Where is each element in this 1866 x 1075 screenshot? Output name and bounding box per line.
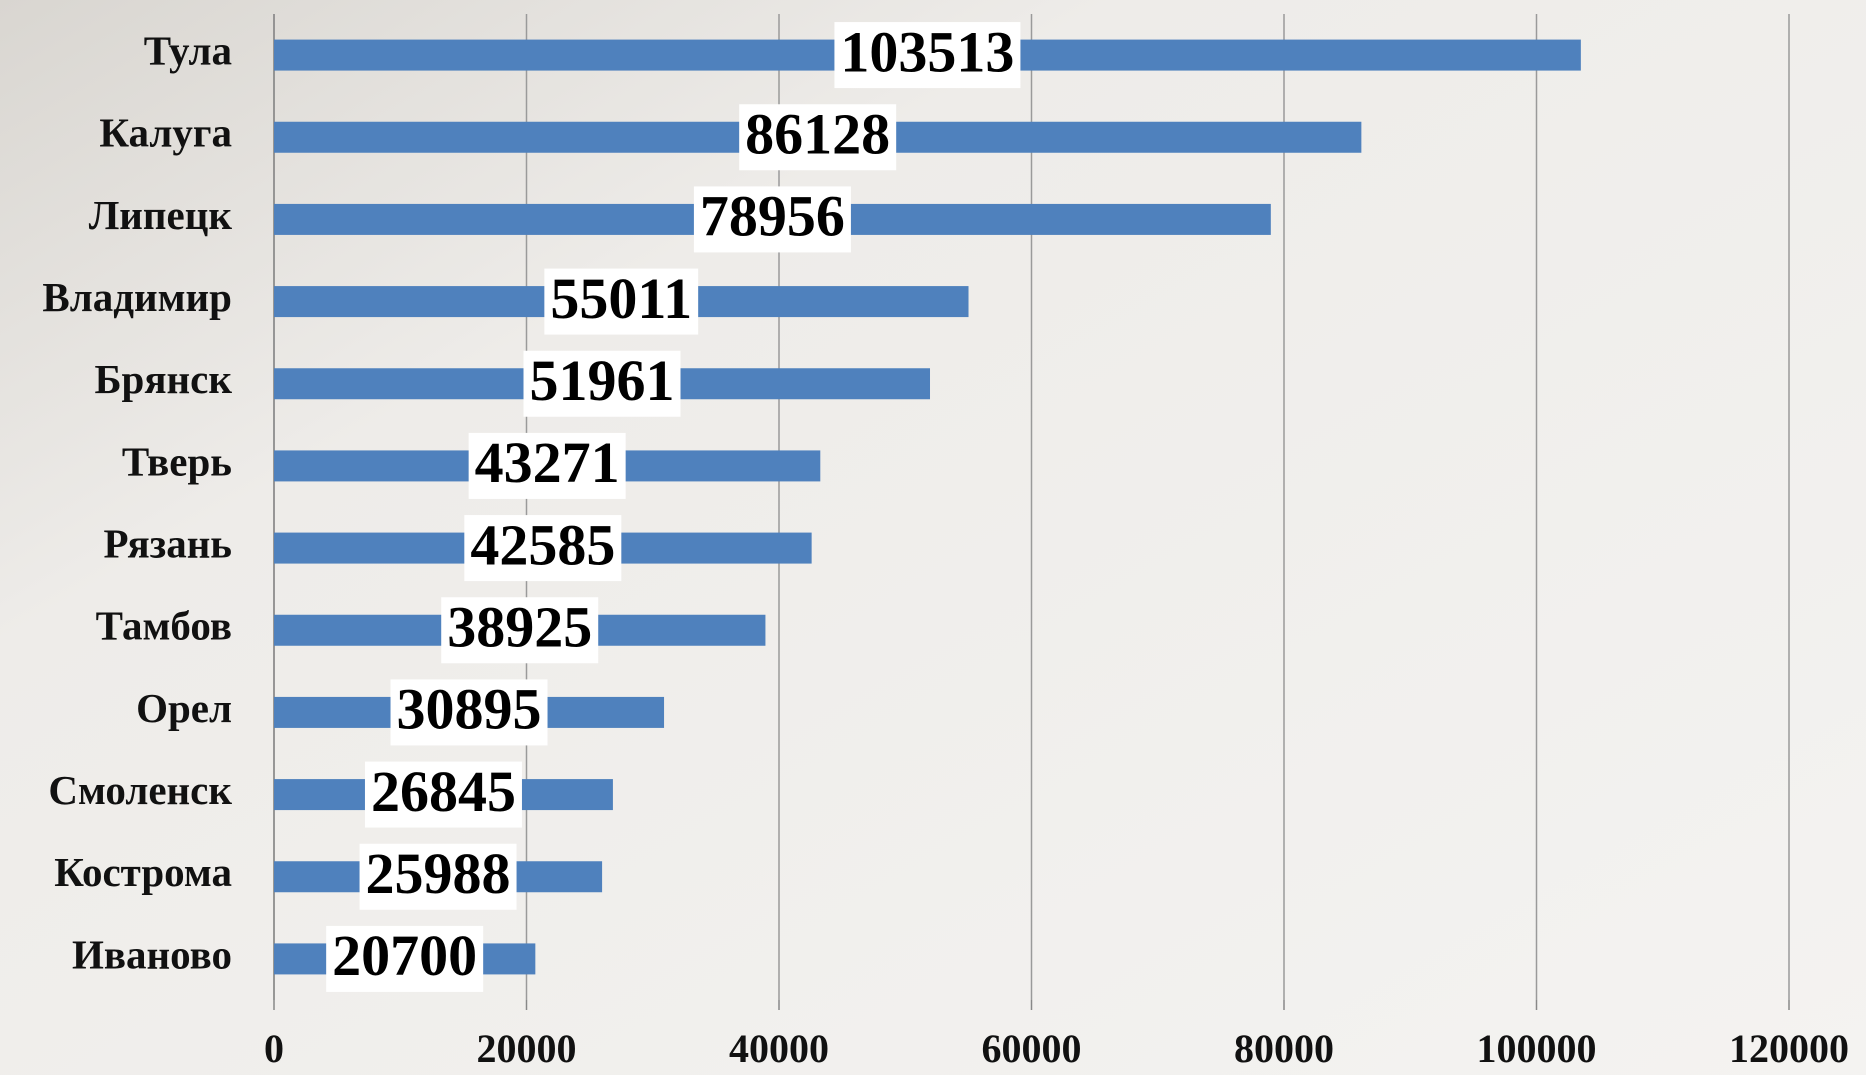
data-label: 78956: [700, 184, 845, 249]
y-tick-label: Орел: [136, 685, 232, 731]
y-tick-label: Смоленск: [48, 767, 232, 813]
data-label-box: [364, 761, 522, 828]
y-tick-label: Брянск: [94, 356, 232, 402]
data-label-box: [834, 22, 1021, 89]
y-tick-label: Тамбов: [96, 603, 232, 649]
data-label: 38925: [447, 595, 592, 660]
data-label-box: [326, 925, 484, 992]
x-tick-label: 120000: [1729, 1026, 1849, 1071]
data-label-box: [739, 104, 897, 171]
data-label: 42585: [470, 512, 615, 577]
data-label-box: [544, 268, 699, 335]
data-label-box: [693, 186, 851, 253]
data-label-box: [390, 679, 548, 746]
data-label: 26845: [371, 759, 516, 824]
data-label: 86128: [745, 102, 890, 167]
y-tick-label: Тула: [144, 27, 232, 73]
y-tick-label: Владимир: [42, 274, 232, 320]
y-tick-label: Тверь: [122, 438, 232, 484]
x-tick-label: 0: [264, 1026, 284, 1071]
y-tick-label: Иваново: [72, 931, 232, 977]
y-tick-label: Липецк: [89, 192, 233, 238]
data-label-box: [359, 843, 517, 910]
y-tick-label: Калуга: [99, 110, 232, 156]
data-label-box: [523, 350, 681, 417]
x-tick-label: 80000: [1234, 1026, 1334, 1071]
y-tick-label: Рязань: [104, 520, 232, 566]
data-label-box: [464, 515, 622, 582]
data-label: 43271: [475, 430, 620, 495]
data-label: 30895: [397, 677, 542, 742]
data-label: 55011: [550, 266, 692, 331]
data-label: 20700: [332, 923, 477, 988]
data-label-box: [468, 432, 626, 499]
x-tick-label: 20000: [477, 1026, 577, 1071]
y-tick-label: Кострома: [54, 849, 232, 895]
data-label: 25988: [366, 841, 511, 906]
data-label: 103513: [840, 19, 1014, 84]
data-label-box: [441, 597, 599, 664]
x-tick-label: 60000: [982, 1026, 1082, 1071]
data-label: 51961: [530, 348, 675, 413]
x-tick-label: 100000: [1477, 1026, 1597, 1071]
x-tick-label: 40000: [729, 1026, 829, 1071]
